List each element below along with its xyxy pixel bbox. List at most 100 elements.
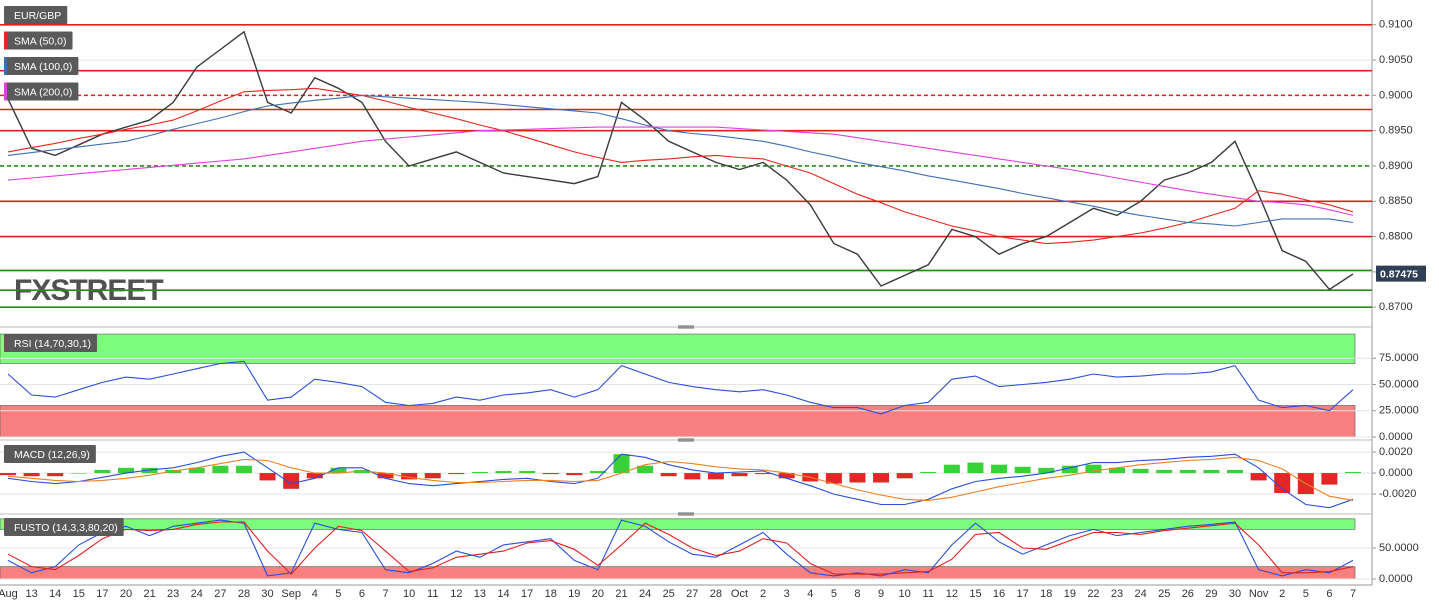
- x-tick-label: 5: [335, 588, 341, 600]
- histogram-bar: [47, 473, 64, 477]
- x-tick-label: 15: [969, 588, 981, 600]
- legend-box: [4, 518, 124, 536]
- x-tick-label: 7: [1350, 588, 1356, 600]
- histogram-bar: [707, 473, 724, 480]
- x-tick-label: 13: [25, 588, 37, 600]
- histogram-bar: [0, 473, 16, 476]
- x-tick-label: 16: [993, 588, 1005, 600]
- x-tick-label: 5: [831, 588, 837, 600]
- histogram-bar: [873, 473, 890, 483]
- x-tick-label: 17: [96, 588, 108, 600]
- x-tick-label: 15: [73, 588, 85, 600]
- x-tick-label: 29: [1205, 588, 1217, 600]
- series-line: [7, 94, 1354, 227]
- legend-item: RSI (14,70,30,1): [4, 334, 98, 352]
- histogram-bar: [1203, 469, 1220, 474]
- histogram-bar: [660, 473, 677, 477]
- y-tick-label: 0.8950: [1379, 125, 1413, 137]
- x-tick-label: 28: [238, 588, 250, 600]
- histogram-bar: [849, 473, 866, 483]
- y-tick-label: 0.9100: [1379, 19, 1413, 31]
- y-tick-label: 0.0000: [1379, 467, 1413, 479]
- histogram-bar: [1274, 473, 1291, 494]
- histogram-bar: [637, 465, 654, 474]
- x-tick-label: 9: [878, 588, 884, 600]
- histogram-bar: [424, 473, 441, 479]
- band: [0, 518, 1356, 530]
- histogram-bar: [1156, 469, 1173, 474]
- x-tick-label: 26: [1182, 588, 1194, 600]
- legend-box: [4, 334, 98, 352]
- band: [0, 405, 1356, 438]
- histogram-bar: [589, 470, 606, 474]
- legend-label: SMA (200,0): [14, 86, 72, 98]
- histogram-bar: [401, 473, 418, 480]
- y-tick-label: 50.0000: [1379, 542, 1419, 554]
- histogram-bar: [967, 462, 984, 474]
- legend-item: SMA (100,0): [4, 57, 79, 75]
- legend-item: SMA (200,0): [4, 82, 79, 101]
- x-tick-label: 4: [312, 588, 318, 600]
- x-tick-label: 18: [545, 588, 557, 600]
- histogram-bar: [70, 473, 87, 474]
- x-tick-label: 30: [261, 588, 273, 600]
- x-tick-label: Aug: [0, 588, 18, 600]
- histogram-bar: [1250, 473, 1267, 481]
- legend-label: FUSTO (14,3,3,80,20): [14, 522, 118, 534]
- x-tick-label: 17: [1017, 588, 1029, 600]
- x-tick-label: 18: [1040, 588, 1052, 600]
- legend-swatch: [4, 82, 7, 101]
- x-tick-label: 19: [1064, 588, 1076, 600]
- legend-label: SMA (100,0): [14, 61, 72, 73]
- band: [0, 333, 1356, 364]
- y-tick-label: 0.8700: [1379, 301, 1413, 313]
- histogram-bar: [212, 465, 229, 474]
- x-tick-label: 21: [143, 588, 155, 600]
- x-tick-label: 7: [382, 588, 388, 600]
- legend-label: MACD (12,26,9): [14, 449, 90, 461]
- x-tick-label: 6: [1326, 588, 1332, 600]
- histogram-bar: [94, 469, 111, 474]
- histogram-bar: [188, 467, 205, 474]
- legend-swatch: [4, 31, 7, 50]
- series-line: [7, 521, 1354, 575]
- resize-grip[interactable]: [678, 325, 694, 516]
- x-tick-label: 6: [359, 588, 365, 600]
- y-tick-label: 0.0000: [1379, 573, 1413, 585]
- histogram-bar: [283, 473, 300, 489]
- x-tick-label: 30: [1229, 588, 1241, 600]
- x-tick-label: 11: [427, 588, 438, 600]
- x-tick-label: 8: [854, 588, 860, 600]
- histogram-bar: [778, 473, 795, 479]
- y-tick-label: 75.0000: [1379, 352, 1419, 364]
- histogram-bar: [825, 473, 842, 484]
- y-tick-label: -0.0020: [1379, 488, 1416, 500]
- series-line: [7, 451, 1354, 509]
- histogram-bar: [1227, 469, 1244, 474]
- y-tick-label: 50.0000: [1379, 378, 1419, 390]
- x-tick-label: 2: [1279, 588, 1285, 600]
- x-tick-label: 24: [639, 588, 651, 600]
- x-tick-label: 27: [214, 588, 226, 600]
- x-tick-label: 11: [923, 588, 934, 600]
- y-tick-label: 0.8900: [1379, 160, 1413, 172]
- x-tick-label: 12: [946, 588, 958, 600]
- legend-label: SMA (50,0): [14, 35, 67, 47]
- x-tick-label: 2: [760, 588, 766, 600]
- y-tick-label: 0.8850: [1379, 195, 1413, 207]
- histogram-bar: [1085, 464, 1102, 474]
- price-label: 0.87475: [1380, 268, 1418, 280]
- histogram-bar: [1038, 467, 1055, 474]
- x-tick-label: 10: [403, 588, 415, 600]
- histogram-bar: [542, 473, 559, 475]
- histogram-bar: [1345, 472, 1361, 474]
- x-tick-label: Nov: [1249, 588, 1269, 600]
- x-tick-label: 20: [120, 588, 132, 600]
- x-tick-label: 25: [1158, 588, 1170, 600]
- legend-label: EUR/GBP: [14, 10, 61, 22]
- x-tick-label: 25: [663, 588, 675, 600]
- price-tag: [1376, 265, 1426, 282]
- series-line: [7, 456, 1354, 501]
- legend-item: MACD (12,26,9): [4, 445, 96, 463]
